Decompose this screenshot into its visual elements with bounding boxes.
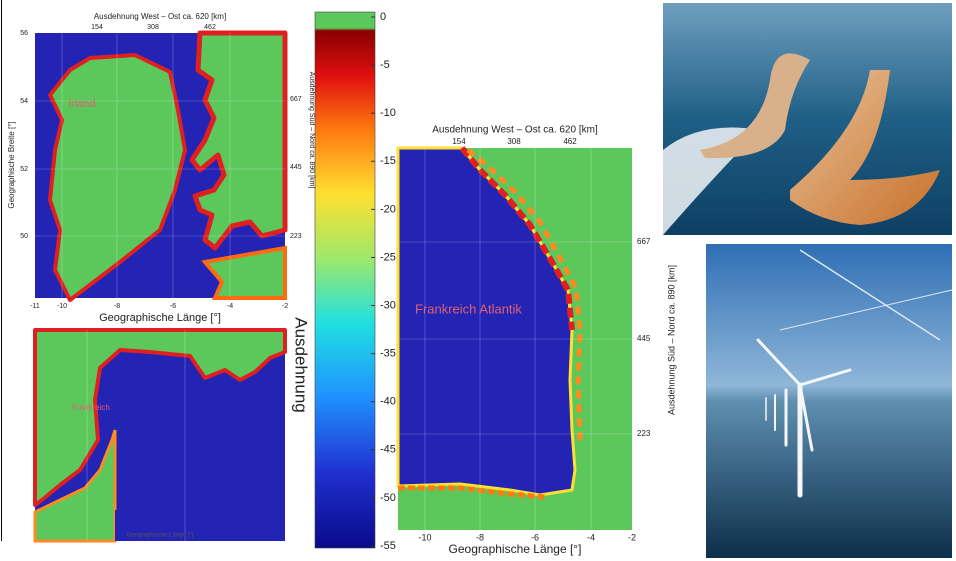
tick-label: 667	[637, 237, 651, 246]
tick-label: -4	[227, 303, 233, 310]
france-atlantic-map: Ausdehnung West – Ost ca. 620 [km] Frank…	[398, 125, 676, 557]
tick-label: 445	[637, 334, 651, 343]
tick-label: 50	[20, 233, 28, 240]
tick-label: 52	[20, 166, 28, 173]
region-label: Frankreich Atlantik	[415, 301, 522, 316]
aerial-photo	[663, 3, 952, 235]
colorbar-tick-label: -15	[380, 155, 396, 167]
colorbar-tick-label: -10	[380, 107, 396, 119]
tick-label: 223	[637, 429, 651, 438]
france-small-map: Frankreich Geographische Länge [°]	[35, 330, 285, 541]
tick-label: 462	[204, 24, 216, 31]
tick-label: -8	[476, 532, 484, 542]
region-label: Irland	[68, 98, 96, 110]
x-axis-label: Geographische Länge [°]	[127, 533, 194, 539]
tick-label: -11	[30, 303, 40, 310]
wind-turbine-photo	[706, 244, 952, 558]
tick-label: 445	[290, 164, 302, 171]
side-label: Ausdehnung Süd – Nord ca. 890 [km]	[308, 72, 315, 189]
map-title: Ausdehnung West – Ost ca. 620 [km]	[432, 125, 598, 136]
colorbar-tick-label: -35	[380, 348, 396, 360]
colorbar-tick-label: -50	[380, 492, 396, 504]
colorbar-tick-label: -20	[380, 203, 396, 215]
colorbar-label: Ausdehnung	[292, 317, 311, 412]
tick-label: -4	[587, 532, 595, 542]
tick-label: -6	[170, 303, 176, 310]
region-label: Frankreich	[72, 403, 110, 412]
page: Ausdehnung West – Ost ca. 620 [km] Irlan…	[0, 0, 956, 561]
tick-label: 223	[290, 233, 302, 240]
colorbar-tick-label: -55	[380, 540, 396, 552]
colorbar-tick-label: -25	[380, 251, 396, 263]
tick-label: -8	[114, 303, 120, 310]
photo-background	[706, 244, 952, 558]
tick-label: -10	[57, 303, 67, 310]
tick-label: 667	[290, 96, 302, 103]
map-title: Ausdehnung West – Ost ca. 620 [km]	[94, 12, 226, 21]
tick-label: 308	[147, 24, 159, 31]
colorbar-tick-label: -5	[380, 59, 390, 71]
tick-label: -2	[628, 532, 636, 542]
colorbar-tick-label: -40	[380, 396, 396, 408]
x-axis-label: Geographische Länge [°]	[449, 542, 582, 556]
ireland-map: Ausdehnung West – Ost ca. 620 [km] Irlan…	[7, 12, 285, 324]
x-axis-label: Geographische Länge [°]	[99, 312, 221, 324]
tick-label: 56	[20, 30, 28, 37]
tick-label: -10	[418, 532, 431, 542]
tick-label: 54	[20, 98, 28, 105]
tick-label: 154	[452, 137, 466, 146]
colorbar-tick-label: -30	[380, 299, 396, 311]
y-axis-label: Geographische Breite [°]	[7, 121, 16, 208]
tick-label: -2	[282, 303, 288, 310]
land-south	[398, 500, 632, 530]
colorbar-scale	[315, 12, 375, 548]
tick-label: -6	[531, 532, 539, 542]
tick-label: 308	[507, 137, 521, 146]
tick-label: 154	[91, 24, 103, 31]
colorbar-tick-label: 0	[380, 11, 386, 23]
tick-label: 462	[563, 137, 577, 146]
y-axis-label: Ausdehnung Süd – Nord ca. 890 [km]	[666, 265, 676, 415]
colorbar-tick-label: -45	[380, 444, 396, 456]
colorbar: Ausdehnung Süd – Nord ca. 890 [km] Ausde…	[292, 12, 375, 548]
